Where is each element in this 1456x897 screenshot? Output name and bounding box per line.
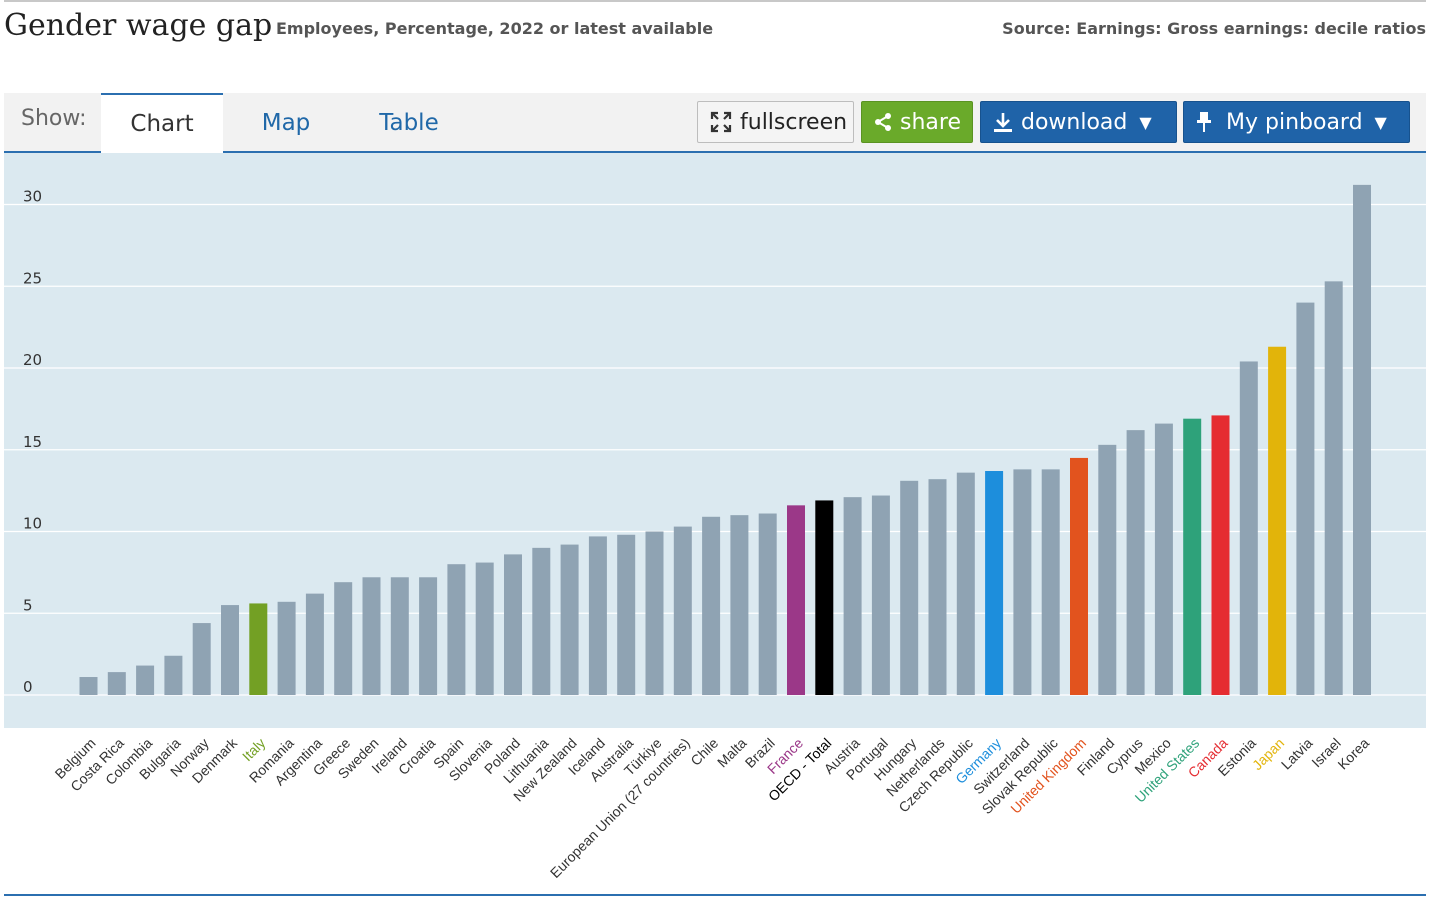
bar[interactable] <box>1041 469 1060 695</box>
page-title: Gender wage gap <box>4 8 273 43</box>
bar[interactable] <box>787 505 805 695</box>
x-tick-label: Latvia <box>1278 735 1316 773</box>
bar[interactable] <box>1183 418 1202 695</box>
tab-map-label: Map <box>261 110 311 136</box>
bar[interactable] <box>871 495 890 695</box>
download-button[interactable]: download ▼ <box>980 101 1177 143</box>
y-tick-label: 20 <box>23 351 42 369</box>
top-divider <box>4 0 1426 2</box>
bar[interactable] <box>900 480 919 695</box>
y-tick-label: 30 <box>23 188 42 206</box>
bar[interactable] <box>588 536 607 695</box>
bar[interactable] <box>532 547 551 695</box>
y-tick-label: 15 <box>23 433 42 451</box>
page-subtitle: Employees, Percentage, 2022 or latest av… <box>276 19 714 38</box>
bar[interactable] <box>334 582 353 695</box>
bar[interactable] <box>192 623 211 695</box>
bar[interactable] <box>221 605 239 695</box>
source-link[interactable]: Source: Earnings: Gross earnings: decile… <box>1002 19 1426 38</box>
bar[interactable] <box>1098 444 1117 695</box>
bottom-divider <box>4 894 1426 896</box>
tab-chart-label: Chart <box>130 111 194 137</box>
bar[interactable] <box>249 603 268 695</box>
tab-chart[interactable]: Chart <box>101 93 223 153</box>
bar[interactable] <box>277 601 296 695</box>
bar[interactable] <box>645 531 664 696</box>
pinboard-label: My pinboard <box>1226 109 1363 135</box>
bar[interactable] <box>390 577 409 695</box>
bar[interactable] <box>504 554 522 695</box>
bar[interactable] <box>673 526 692 695</box>
bar[interactable] <box>1296 302 1315 695</box>
caret-down-icon: ▼ <box>1374 112 1387 132</box>
bar[interactable] <box>1211 415 1230 695</box>
bar[interactable] <box>305 593 324 695</box>
share-label: share <box>900 109 961 135</box>
bar[interactable] <box>956 472 975 695</box>
bar[interactable] <box>1126 430 1145 695</box>
share-icon <box>874 112 892 132</box>
x-tick-label: Chile <box>687 735 721 769</box>
fullscreen-label: fullscreen <box>740 109 848 135</box>
caret-down-icon: ▼ <box>1139 112 1152 132</box>
bar[interactable] <box>985 471 1004 695</box>
bar[interactable] <box>843 497 862 695</box>
bar[interactable] <box>702 516 721 695</box>
bar[interactable] <box>1013 469 1032 695</box>
bar[interactable] <box>164 655 183 695</box>
x-tick-label: Korea <box>1334 735 1372 773</box>
fullscreen-icon <box>710 111 732 133</box>
bar[interactable] <box>1070 457 1088 695</box>
x-tick-label: Japan <box>1249 735 1287 773</box>
share-button[interactable]: share <box>861 101 973 143</box>
bar[interactable] <box>1154 423 1173 695</box>
bar[interactable] <box>815 500 834 695</box>
bar[interactable] <box>475 562 494 695</box>
show-label: Show: <box>21 106 87 131</box>
bar[interactable] <box>730 515 749 695</box>
tab-map[interactable]: Map <box>226 93 346 153</box>
bar[interactable] <box>1353 184 1371 695</box>
bar[interactable] <box>362 577 381 695</box>
bar[interactable] <box>928 479 947 695</box>
bar[interactable] <box>1268 346 1287 695</box>
bar[interactable] <box>136 665 155 695</box>
bar[interactable] <box>419 577 438 695</box>
bar[interactable] <box>107 672 126 695</box>
pin-icon <box>1196 111 1212 133</box>
y-tick-label: 0 <box>23 678 33 696</box>
download-icon <box>993 111 1013 133</box>
y-tick-label: 10 <box>23 515 42 533</box>
bar[interactable] <box>1239 361 1258 695</box>
bar[interactable] <box>617 534 636 695</box>
bar[interactable] <box>79 677 98 695</box>
tab-table[interactable]: Table <box>349 93 469 153</box>
bar[interactable] <box>1324 281 1343 695</box>
bar[interactable] <box>758 513 777 695</box>
toolbar: Show: Chart Map Table fullscreen share d… <box>4 93 1426 153</box>
bar[interactable] <box>447 564 466 695</box>
download-label: download <box>1021 109 1128 135</box>
pinboard-button[interactable]: My pinboard ▼ <box>1183 101 1410 143</box>
x-tick-label: Malta <box>714 735 750 771</box>
tab-table-label: Table <box>379 110 439 136</box>
bar[interactable] <box>560 544 579 695</box>
y-tick-label: 25 <box>23 269 42 287</box>
y-tick-label: 5 <box>23 596 33 614</box>
fullscreen-button[interactable]: fullscreen <box>697 101 854 143</box>
